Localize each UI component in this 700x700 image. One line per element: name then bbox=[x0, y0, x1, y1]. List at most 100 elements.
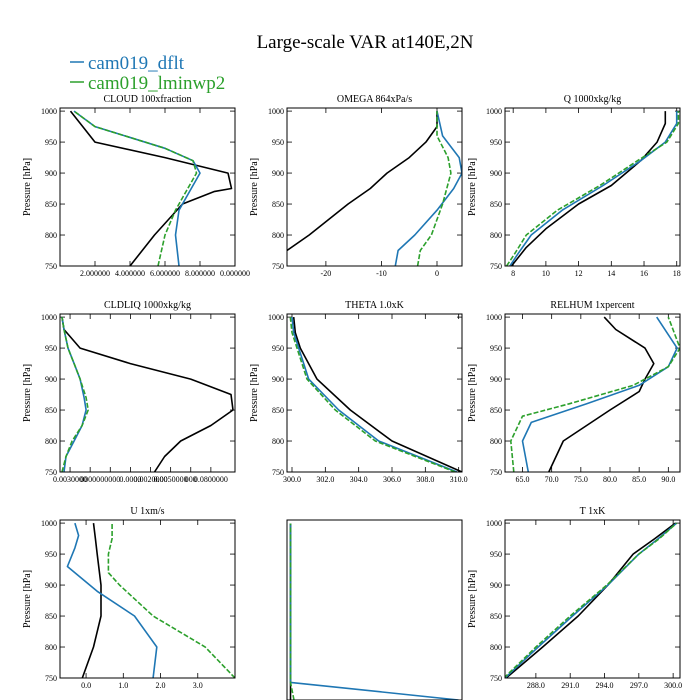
x-tick-label: 0.0800000 bbox=[194, 475, 228, 484]
y-tick-label: 900 bbox=[272, 169, 284, 178]
y-tick-label: 800 bbox=[45, 231, 57, 240]
y-tick-label: 950 bbox=[490, 138, 502, 147]
figure-title: Large-scale VAR at140E,2N bbox=[257, 32, 474, 53]
y-tick-label: 950 bbox=[45, 344, 57, 353]
panel-3: Q 1000xkg/kg Pressure [hPa] 750 800 850 900 95… bbox=[467, 94, 681, 278]
y-axis-label: Pressure [hPa] bbox=[249, 158, 260, 216]
x-tick-label: 10 bbox=[542, 269, 550, 278]
x-tick-label: 304.0 bbox=[350, 475, 368, 484]
series-line-cam019_dflt bbox=[289, 523, 459, 700]
series-line-cam019_lminwp2 bbox=[289, 317, 456, 472]
x-tick-label: 300.0 bbox=[283, 475, 301, 484]
y-tick-label: 850 bbox=[45, 612, 57, 621]
x-tick-label: 80.0 bbox=[603, 475, 617, 484]
y-tick-label: 800 bbox=[45, 643, 57, 652]
series-line-ref bbox=[69, 110, 233, 266]
x-tick-label: 90.0 bbox=[661, 475, 675, 484]
x-tick-label: 0.0 bbox=[81, 681, 91, 690]
y-tick-label: 800 bbox=[490, 643, 502, 652]
y-tick-label: 800 bbox=[490, 231, 502, 240]
series-line-cam019_dflt bbox=[61, 316, 87, 472]
y-tick-label: 850 bbox=[45, 406, 57, 415]
x-tick-label: 0 bbox=[435, 269, 439, 278]
panel-frame bbox=[59, 313, 236, 473]
x-tick-label: 8.000000 bbox=[185, 269, 215, 278]
x-tick-label: 294.0 bbox=[596, 681, 614, 690]
panel-frame bbox=[59, 107, 236, 267]
x-tick-label: 291.0 bbox=[561, 681, 579, 690]
y-tick-label: 900 bbox=[272, 375, 284, 384]
panel-title: U 1xm/s bbox=[130, 506, 164, 517]
x-tick-label: 310.0 bbox=[450, 475, 468, 484]
y-tick-label: 950 bbox=[272, 138, 284, 147]
y-tick-label: 750 bbox=[45, 262, 57, 271]
y-tick-label: 1000 bbox=[268, 313, 284, 322]
series-line-ref bbox=[287, 111, 438, 252]
y-tick-label: 900 bbox=[490, 375, 502, 384]
y-axis-label: Pressure [hPa] bbox=[22, 364, 33, 422]
x-tick-label: 288.0 bbox=[527, 681, 545, 690]
x-tick-label: 8 bbox=[511, 269, 515, 278]
panel-frame bbox=[286, 519, 463, 700]
series-line-ref bbox=[81, 523, 102, 678]
x-tick-label: 00000 bbox=[100, 475, 120, 484]
series-group bbox=[505, 111, 680, 266]
panel-7: U 1xm/s Pressure [hPa] 750 800 850 900 950 1000… bbox=[22, 506, 236, 690]
series-line-cam019_dflt bbox=[291, 317, 458, 472]
y-tick-label: 850 bbox=[45, 200, 57, 209]
series-line-ref bbox=[61, 316, 234, 472]
y-tick-label: 750 bbox=[272, 468, 284, 477]
series-line-ref bbox=[292, 317, 462, 472]
panel-5: THETA 1.0xK Pressure [hPa] 750 800 850 900 950… bbox=[249, 300, 468, 484]
panel-frame bbox=[59, 519, 236, 679]
x-tick-label: 302.0 bbox=[316, 475, 334, 484]
y-axis-label: Pressure [hPa] bbox=[22, 158, 33, 216]
y-tick-label: 850 bbox=[490, 406, 502, 415]
x-tick-label: 0.0020000 bbox=[134, 475, 168, 484]
y-tick-label: 850 bbox=[272, 200, 284, 209]
series-line-cam019_lminwp2 bbox=[107, 523, 235, 678]
series-line-cam019_lminwp2 bbox=[61, 316, 89, 472]
x-tick-label: 0.0000 bbox=[119, 475, 141, 484]
x-tick-label: 00000 bbox=[80, 475, 100, 484]
x-tick-label: 297.0 bbox=[630, 681, 648, 690]
series-group bbox=[61, 316, 234, 472]
y-tick-label: 800 bbox=[45, 437, 57, 446]
x-tick-label: -10 bbox=[376, 269, 387, 278]
x-tick-label: 18 bbox=[673, 269, 681, 278]
legend: cam019_dflt cam019_lminwp2 bbox=[70, 53, 225, 94]
series-group bbox=[69, 110, 233, 266]
series-line-cam019_dflt bbox=[509, 111, 678, 266]
x-tick-label: 2.0 bbox=[156, 681, 166, 690]
panel-frame bbox=[504, 519, 681, 679]
series-line-cam019_lminwp2 bbox=[73, 110, 198, 266]
panel-title: THETA 1.0xK bbox=[345, 300, 404, 311]
x-tick-label: 2.000000 bbox=[80, 269, 110, 278]
y-tick-label: 750 bbox=[490, 674, 502, 683]
x-tick-label: 12 bbox=[575, 269, 583, 278]
x-tick-label: 000 bbox=[185, 475, 197, 484]
x-tick-label: 16 bbox=[640, 269, 648, 278]
series-line-cam019_dflt bbox=[394, 110, 462, 266]
panel-grid: CLOUD 100xfraction Pressure [hPa] 750 800 85… bbox=[22, 94, 682, 700]
series-line-cam019_lminwp2 bbox=[505, 522, 678, 678]
y-tick-label: 850 bbox=[272, 406, 284, 415]
panel-title: OMEGA 864xPa/s bbox=[337, 94, 412, 105]
y-axis-label: Pressure [hPa] bbox=[467, 158, 478, 216]
panel-6: RELHUM 1xpercent Pressure [hPa] 750 800 850 9… bbox=[467, 300, 681, 484]
series-line-cam019_lminwp2 bbox=[416, 111, 452, 266]
y-axis-label: Pressure [hPa] bbox=[467, 570, 478, 628]
y-tick-label: 1000 bbox=[486, 107, 502, 116]
panel-title: CLDLIQ 1000xkg/kg bbox=[104, 300, 191, 311]
panel-9: T 1xK Pressure [hPa] 750 800 850 900 950 1000 28… bbox=[467, 506, 682, 690]
series-line-cam019_lminwp2 bbox=[289, 523, 295, 700]
y-tick-label: 750 bbox=[45, 468, 57, 477]
series-line-cam019_lminwp2 bbox=[505, 111, 680, 266]
y-tick-label: 1000 bbox=[41, 107, 57, 116]
legend-label-lminwp2: cam019_lminwp2 bbox=[88, 73, 225, 94]
x-tick-label: 0.0030000 bbox=[53, 475, 87, 484]
series-group bbox=[289, 523, 459, 700]
x-tick-label: 85.0 bbox=[632, 475, 646, 484]
series-line-cam019_dflt bbox=[66, 522, 158, 678]
series-line-ref bbox=[510, 111, 667, 266]
